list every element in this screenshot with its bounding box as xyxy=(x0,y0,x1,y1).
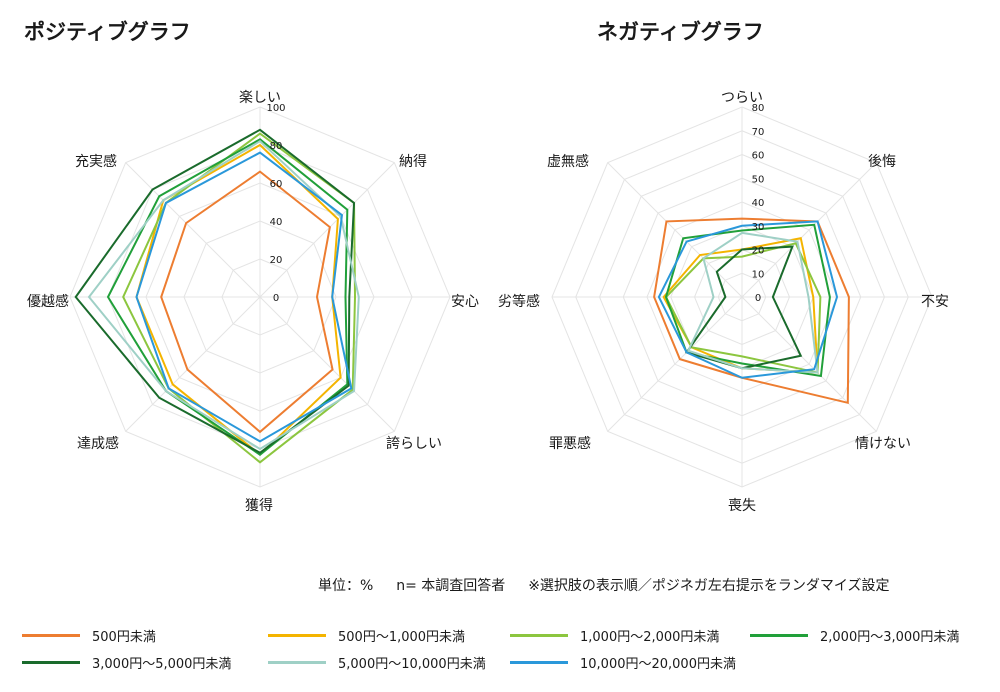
tick-label: 50 xyxy=(752,174,765,185)
series-line xyxy=(135,151,353,443)
legend-swatch xyxy=(22,633,80,637)
axis-label: 獲得 xyxy=(245,497,273,514)
axis-spoke xyxy=(125,162,261,298)
tick-label: 60 xyxy=(270,179,283,190)
series-group xyxy=(74,128,360,464)
series-line xyxy=(686,231,819,374)
grid xyxy=(551,106,933,488)
legend-label: 1,000円～2,000円未満 xyxy=(580,629,720,645)
series-line xyxy=(106,138,349,456)
tick-label: 20 xyxy=(270,255,283,266)
legend-label: 2,000円～3,000円未満 xyxy=(820,629,960,645)
tick-label: 10 xyxy=(752,269,765,280)
sample-note: n= 本調査回答者 xyxy=(396,578,506,594)
tick-label: 100 xyxy=(266,103,285,114)
legend-label: 500円～1,000円未満 xyxy=(338,629,466,645)
axis-label: 後悔 xyxy=(868,154,896,170)
randomize-note: ※選択肢の表示順／ポジネガ左右提示をランダマイズ設定 xyxy=(528,578,890,594)
legend-label: 10,000円～20,000円未満 xyxy=(580,656,736,672)
series-line xyxy=(74,128,356,454)
legend-label: 3,000円～5,000円未満 xyxy=(92,656,232,672)
negative-chart-title: ネガティブグラフ xyxy=(597,20,764,44)
axis-spoke xyxy=(741,296,877,432)
legend-item: 5,000円～10,000円未満 xyxy=(268,653,486,672)
legend-item: 3,000円～5,000円未満 xyxy=(22,653,232,672)
axis-spoke xyxy=(607,296,743,432)
legend-swatch xyxy=(510,633,568,637)
axis-label: 不安 xyxy=(921,294,949,310)
axis-label: 楽しい xyxy=(239,90,281,106)
series-line xyxy=(664,242,822,374)
axis-spoke xyxy=(607,162,743,298)
tick-label: 30 xyxy=(752,222,765,233)
axis-spoke xyxy=(259,296,395,432)
axis-spoke xyxy=(741,162,877,298)
tick-label: 0 xyxy=(755,293,761,304)
series-line xyxy=(160,170,334,434)
tick-label: 80 xyxy=(752,103,765,114)
axis-spoke xyxy=(125,296,261,432)
axis-spoke xyxy=(259,162,395,298)
unit-note: 単位：% xyxy=(318,578,374,594)
axis-label: 達成感 xyxy=(77,435,119,452)
legend-swatch xyxy=(268,633,326,637)
series-line xyxy=(87,139,360,451)
legend-label: 500円未満 xyxy=(92,629,156,645)
legend-swatch xyxy=(268,660,326,664)
axis-label: 納得 xyxy=(399,153,427,170)
axis-label: つらい xyxy=(721,90,763,106)
tick-label: 0 xyxy=(273,293,279,304)
legend-swatch xyxy=(750,633,808,637)
legend-item: 1,000円～2,000円未満 xyxy=(510,626,720,645)
legend-swatch xyxy=(510,660,568,664)
axis-label: 優越感 xyxy=(27,293,69,310)
chart-note: 単位：% n= 本調査回答者 ※選択肢の表示順／ポジネガ左右提示をランダマイズ設… xyxy=(318,575,890,595)
legend-label: 5,000円～10,000円未満 xyxy=(338,656,486,672)
tick-label: 60 xyxy=(752,151,765,162)
axis-label: 喪失 xyxy=(728,498,756,514)
series-line xyxy=(657,220,839,379)
legend-item: 500円～1,000円未満 xyxy=(268,626,466,645)
legend-item: 2,000円～3,000円未満 xyxy=(750,626,960,645)
legend-item: 10,000円～20,000円未満 xyxy=(510,653,736,672)
tick-label: 20 xyxy=(752,246,765,257)
axis-label: 情けない xyxy=(855,436,911,452)
axis-label: 劣等感 xyxy=(498,293,540,310)
axis-label: 充実感 xyxy=(75,153,117,170)
legend-swatch xyxy=(22,660,80,664)
tick-label: 80 xyxy=(270,141,283,152)
tick-label: 40 xyxy=(270,217,283,228)
series-group xyxy=(653,217,850,405)
tick-label: 40 xyxy=(752,198,765,209)
series-line xyxy=(122,132,357,464)
legend-item: 500円未満 xyxy=(22,626,156,645)
positive-chart-title: ポジティブグラフ xyxy=(24,20,191,44)
axis-label: 誇らしい xyxy=(386,436,442,452)
axis-label: 罪悪感 xyxy=(549,435,591,452)
axis-label: 虚無感 xyxy=(547,153,589,170)
tick-label: 70 xyxy=(752,127,765,138)
axis-label: 安心 xyxy=(451,294,479,310)
